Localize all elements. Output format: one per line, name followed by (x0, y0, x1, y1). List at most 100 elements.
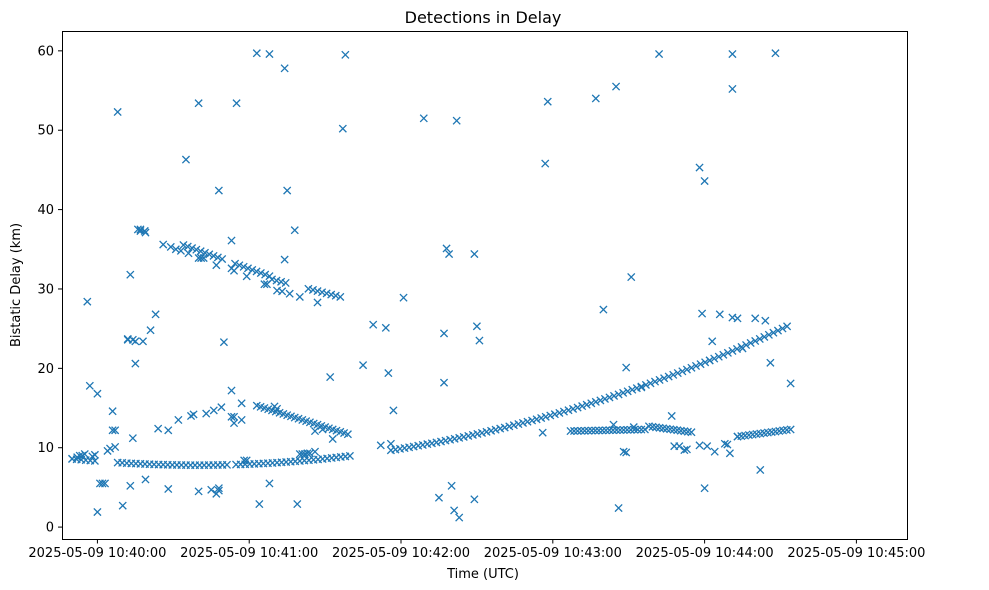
detection-point (470, 495, 479, 504)
detection-point (756, 465, 765, 475)
detection-point (678, 367, 687, 376)
detection-point (164, 426, 173, 435)
detection-point (523, 417, 532, 426)
detection-point (222, 460, 232, 469)
detection-point (760, 332, 769, 341)
detection-point (341, 50, 350, 59)
detection-point (714, 352, 723, 361)
detection-point (93, 389, 102, 398)
detection-point (164, 484, 173, 494)
detection-point (667, 411, 676, 421)
detection-point (650, 377, 660, 386)
detection-point (627, 273, 636, 282)
detection-point (450, 506, 459, 515)
detection-point (237, 415, 246, 424)
y-tick-label: 0 (46, 521, 54, 536)
detection-point (174, 415, 183, 424)
detection-point (708, 337, 717, 346)
detection-point (623, 387, 632, 396)
detection-point (305, 449, 314, 458)
detection-point (733, 432, 742, 441)
detection-point (80, 450, 89, 459)
detection-point (111, 426, 120, 435)
detection-point (580, 426, 589, 435)
detection-point (696, 360, 705, 369)
detection-point (725, 449, 734, 458)
detection-point (695, 441, 704, 450)
detection-point (698, 309, 707, 318)
detection-point (786, 425, 795, 434)
detection-point (283, 186, 292, 195)
detection-point (733, 314, 742, 323)
plot-frame (62, 31, 908, 540)
detection-point (728, 84, 737, 94)
detection-point (701, 358, 710, 367)
detection-point (202, 409, 211, 418)
detection-point (778, 324, 787, 333)
detection-point (629, 423, 638, 432)
detection-point (106, 444, 115, 453)
chart-title: Detections in Delay (405, 8, 562, 27)
detection-point (700, 176, 709, 186)
x-axis: 2025-05-09 10:40:00 2025-05-09 10:41:00 20… (28, 539, 925, 561)
detection-point (445, 249, 454, 259)
detection-point (98, 479, 107, 488)
detection-point (587, 399, 596, 408)
detection-point (227, 412, 236, 421)
detection-point (700, 484, 709, 493)
detection-point (669, 370, 678, 379)
detection-point (655, 49, 664, 59)
x-tick-label: 2025-05-09 10:41:00 (180, 546, 318, 561)
x-tick-label: 2025-05-09 10:45:00 (787, 546, 925, 561)
detection-point (738, 344, 747, 353)
detection-point (252, 49, 261, 58)
detection-point (771, 49, 780, 58)
x-axis-label: Time (UTC) (446, 567, 519, 582)
detection-point (611, 82, 621, 91)
detection-point (209, 251, 218, 260)
detection-point (227, 236, 236, 245)
y-tick-label: 30 (37, 282, 54, 297)
detection-point (600, 394, 609, 403)
y-tick-label: 40 (37, 203, 54, 218)
detection-point (199, 253, 208, 263)
detection-point (612, 426, 621, 435)
detection-point (328, 434, 337, 444)
detection-point (566, 426, 575, 436)
detection-point (229, 419, 239, 428)
detection-point (723, 440, 732, 449)
x-tick-label: 2025-05-09 10:40:00 (28, 546, 166, 561)
detection-point (229, 266, 239, 275)
detection-point (719, 350, 728, 359)
detection-point (386, 439, 395, 448)
detection-point (176, 246, 185, 255)
detection-point (541, 412, 550, 421)
detection-point (90, 456, 99, 465)
detection-point (265, 479, 274, 488)
detection-point (710, 354, 719, 363)
detection-point (230, 259, 240, 268)
detection-point (628, 385, 637, 394)
detection-point (646, 379, 655, 388)
detection-point (256, 268, 265, 278)
detection-point (310, 447, 320, 456)
detection-point (723, 348, 732, 357)
detection-point (532, 415, 541, 424)
detection-point (541, 159, 550, 168)
detection-point (609, 420, 618, 429)
detection-point (93, 507, 102, 517)
detection-point (281, 278, 290, 287)
detection-point (655, 375, 664, 384)
detection-point (183, 242, 192, 251)
detection-point (705, 356, 714, 365)
detection-point (285, 289, 294, 298)
detection-point (100, 479, 110, 488)
detection-point (660, 374, 669, 383)
detection-point (295, 292, 304, 301)
detection-point (186, 411, 196, 421)
detection-point (128, 434, 137, 443)
detection-point (578, 402, 587, 411)
detection-point (68, 454, 77, 463)
detection-point (280, 64, 289, 73)
